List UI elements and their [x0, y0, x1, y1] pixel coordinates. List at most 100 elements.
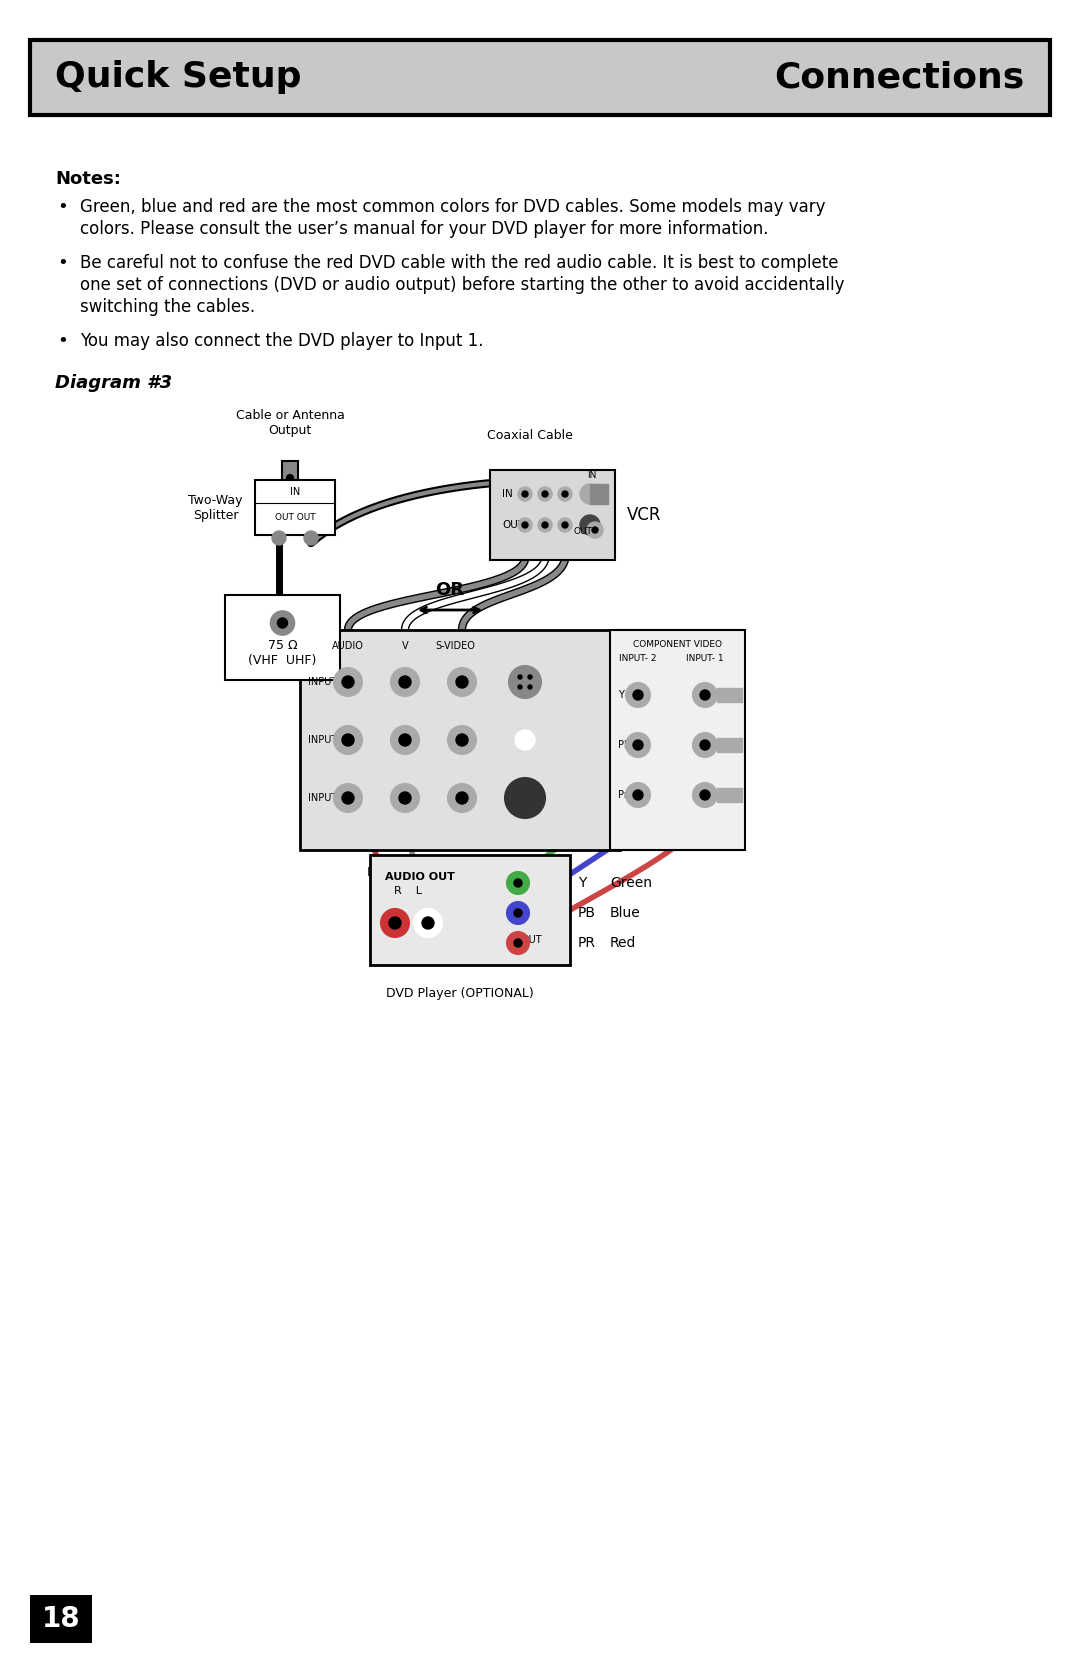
Circle shape — [693, 733, 717, 758]
Text: one set of connections (DVD or audio output) before starting the other to avoid : one set of connections (DVD or audio out… — [80, 275, 845, 294]
Bar — [300, 629, 620, 850]
Circle shape — [505, 778, 545, 818]
Circle shape — [700, 739, 710, 749]
Circle shape — [626, 733, 650, 758]
Text: Pb: Pb — [618, 739, 631, 749]
Circle shape — [558, 517, 572, 532]
Circle shape — [558, 487, 572, 501]
Circle shape — [381, 910, 409, 936]
Text: AUDIO: AUDIO — [332, 641, 364, 651]
Circle shape — [448, 726, 476, 754]
Text: OUT: OUT — [522, 935, 542, 945]
Circle shape — [334, 784, 362, 813]
Bar — [717, 788, 742, 803]
Circle shape — [456, 676, 468, 688]
Bar — [717, 688, 742, 703]
Circle shape — [509, 666, 541, 698]
Circle shape — [391, 784, 419, 813]
Bar — [610, 629, 745, 850]
Text: R    L: R L — [394, 886, 422, 896]
Circle shape — [580, 516, 600, 536]
Text: PR: PR — [578, 936, 596, 950]
Text: IN: IN — [289, 487, 300, 497]
Circle shape — [633, 739, 643, 749]
Text: DVD Player (OPTIONAL): DVD Player (OPTIONAL) — [387, 986, 534, 1000]
Text: OUT: OUT — [502, 521, 524, 531]
Text: •: • — [57, 332, 68, 350]
Text: PB: PB — [578, 906, 596, 920]
Text: INPUT- 2: INPUT- 2 — [619, 654, 657, 663]
Circle shape — [562, 491, 568, 497]
Text: •: • — [57, 254, 68, 272]
Circle shape — [278, 618, 287, 628]
Text: You may also connect the DVD player to Input 1.: You may also connect the DVD player to I… — [80, 332, 484, 350]
Circle shape — [693, 683, 717, 708]
Text: Notes:: Notes: — [55, 170, 121, 189]
Circle shape — [507, 871, 529, 895]
Circle shape — [391, 726, 419, 754]
Circle shape — [588, 522, 603, 537]
Circle shape — [633, 789, 643, 799]
Bar — [30, 40, 1050, 115]
Text: INPUT-1: INPUT-1 — [308, 793, 346, 803]
Bar — [717, 738, 742, 753]
Text: OUT OUT: OUT OUT — [274, 512, 315, 522]
Text: Quick Setup: Quick Setup — [55, 60, 301, 95]
Circle shape — [270, 611, 295, 634]
Circle shape — [538, 487, 552, 501]
Text: COMPONENT VIDEO: COMPONENT VIDEO — [633, 639, 723, 649]
Text: Cable or Antenna
Output: Cable or Antenna Output — [235, 409, 345, 437]
Circle shape — [507, 931, 529, 955]
Circle shape — [399, 734, 411, 746]
Circle shape — [542, 491, 548, 497]
Circle shape — [522, 522, 528, 527]
Bar — [30, 1596, 92, 1642]
Circle shape — [342, 676, 354, 688]
Circle shape — [448, 784, 476, 813]
Circle shape — [626, 683, 650, 708]
Circle shape — [456, 793, 468, 804]
Text: Be careful not to confuse the red DVD cable with the red audio cable. It is best: Be careful not to confuse the red DVD ca… — [80, 254, 838, 272]
Text: Blue: Blue — [610, 906, 640, 920]
Bar — [370, 855, 570, 965]
Circle shape — [515, 729, 535, 749]
Circle shape — [334, 668, 362, 696]
Text: OR: OR — [435, 581, 464, 599]
Circle shape — [518, 684, 522, 689]
Text: switching the cables.: switching the cables. — [80, 299, 255, 315]
Circle shape — [580, 484, 600, 504]
Circle shape — [507, 901, 529, 925]
Circle shape — [391, 668, 419, 696]
Circle shape — [342, 734, 354, 746]
Circle shape — [538, 517, 552, 532]
Text: VCR: VCR — [627, 506, 661, 524]
Text: Coaxial Cable: Coaxial Cable — [487, 429, 572, 442]
Bar — [255, 481, 335, 536]
Circle shape — [414, 910, 442, 936]
Text: 18: 18 — [42, 1606, 80, 1632]
Bar — [590, 484, 608, 504]
Text: S-VIDEO: S-VIDEO — [435, 641, 475, 651]
Circle shape — [389, 916, 401, 930]
Circle shape — [700, 689, 710, 699]
Text: IN: IN — [502, 489, 513, 499]
Circle shape — [528, 674, 532, 679]
Text: V: V — [402, 641, 408, 651]
Text: Y: Y — [578, 876, 586, 890]
Text: INPUT- 1: INPUT- 1 — [686, 654, 724, 663]
Text: Red: Red — [610, 936, 636, 950]
Text: Receiver Rear Panel: Receiver Rear Panel — [367, 866, 492, 880]
Circle shape — [272, 531, 286, 546]
Text: OUT: OUT — [573, 526, 592, 536]
Circle shape — [522, 491, 528, 497]
Circle shape — [342, 793, 354, 804]
Circle shape — [633, 689, 643, 699]
Bar — [282, 461, 298, 482]
Circle shape — [700, 789, 710, 799]
Circle shape — [626, 783, 650, 808]
Text: INPUT-2: INPUT-2 — [308, 734, 346, 744]
Circle shape — [448, 668, 476, 696]
Circle shape — [542, 522, 548, 527]
Text: Connections: Connections — [774, 60, 1025, 95]
Circle shape — [514, 940, 522, 946]
